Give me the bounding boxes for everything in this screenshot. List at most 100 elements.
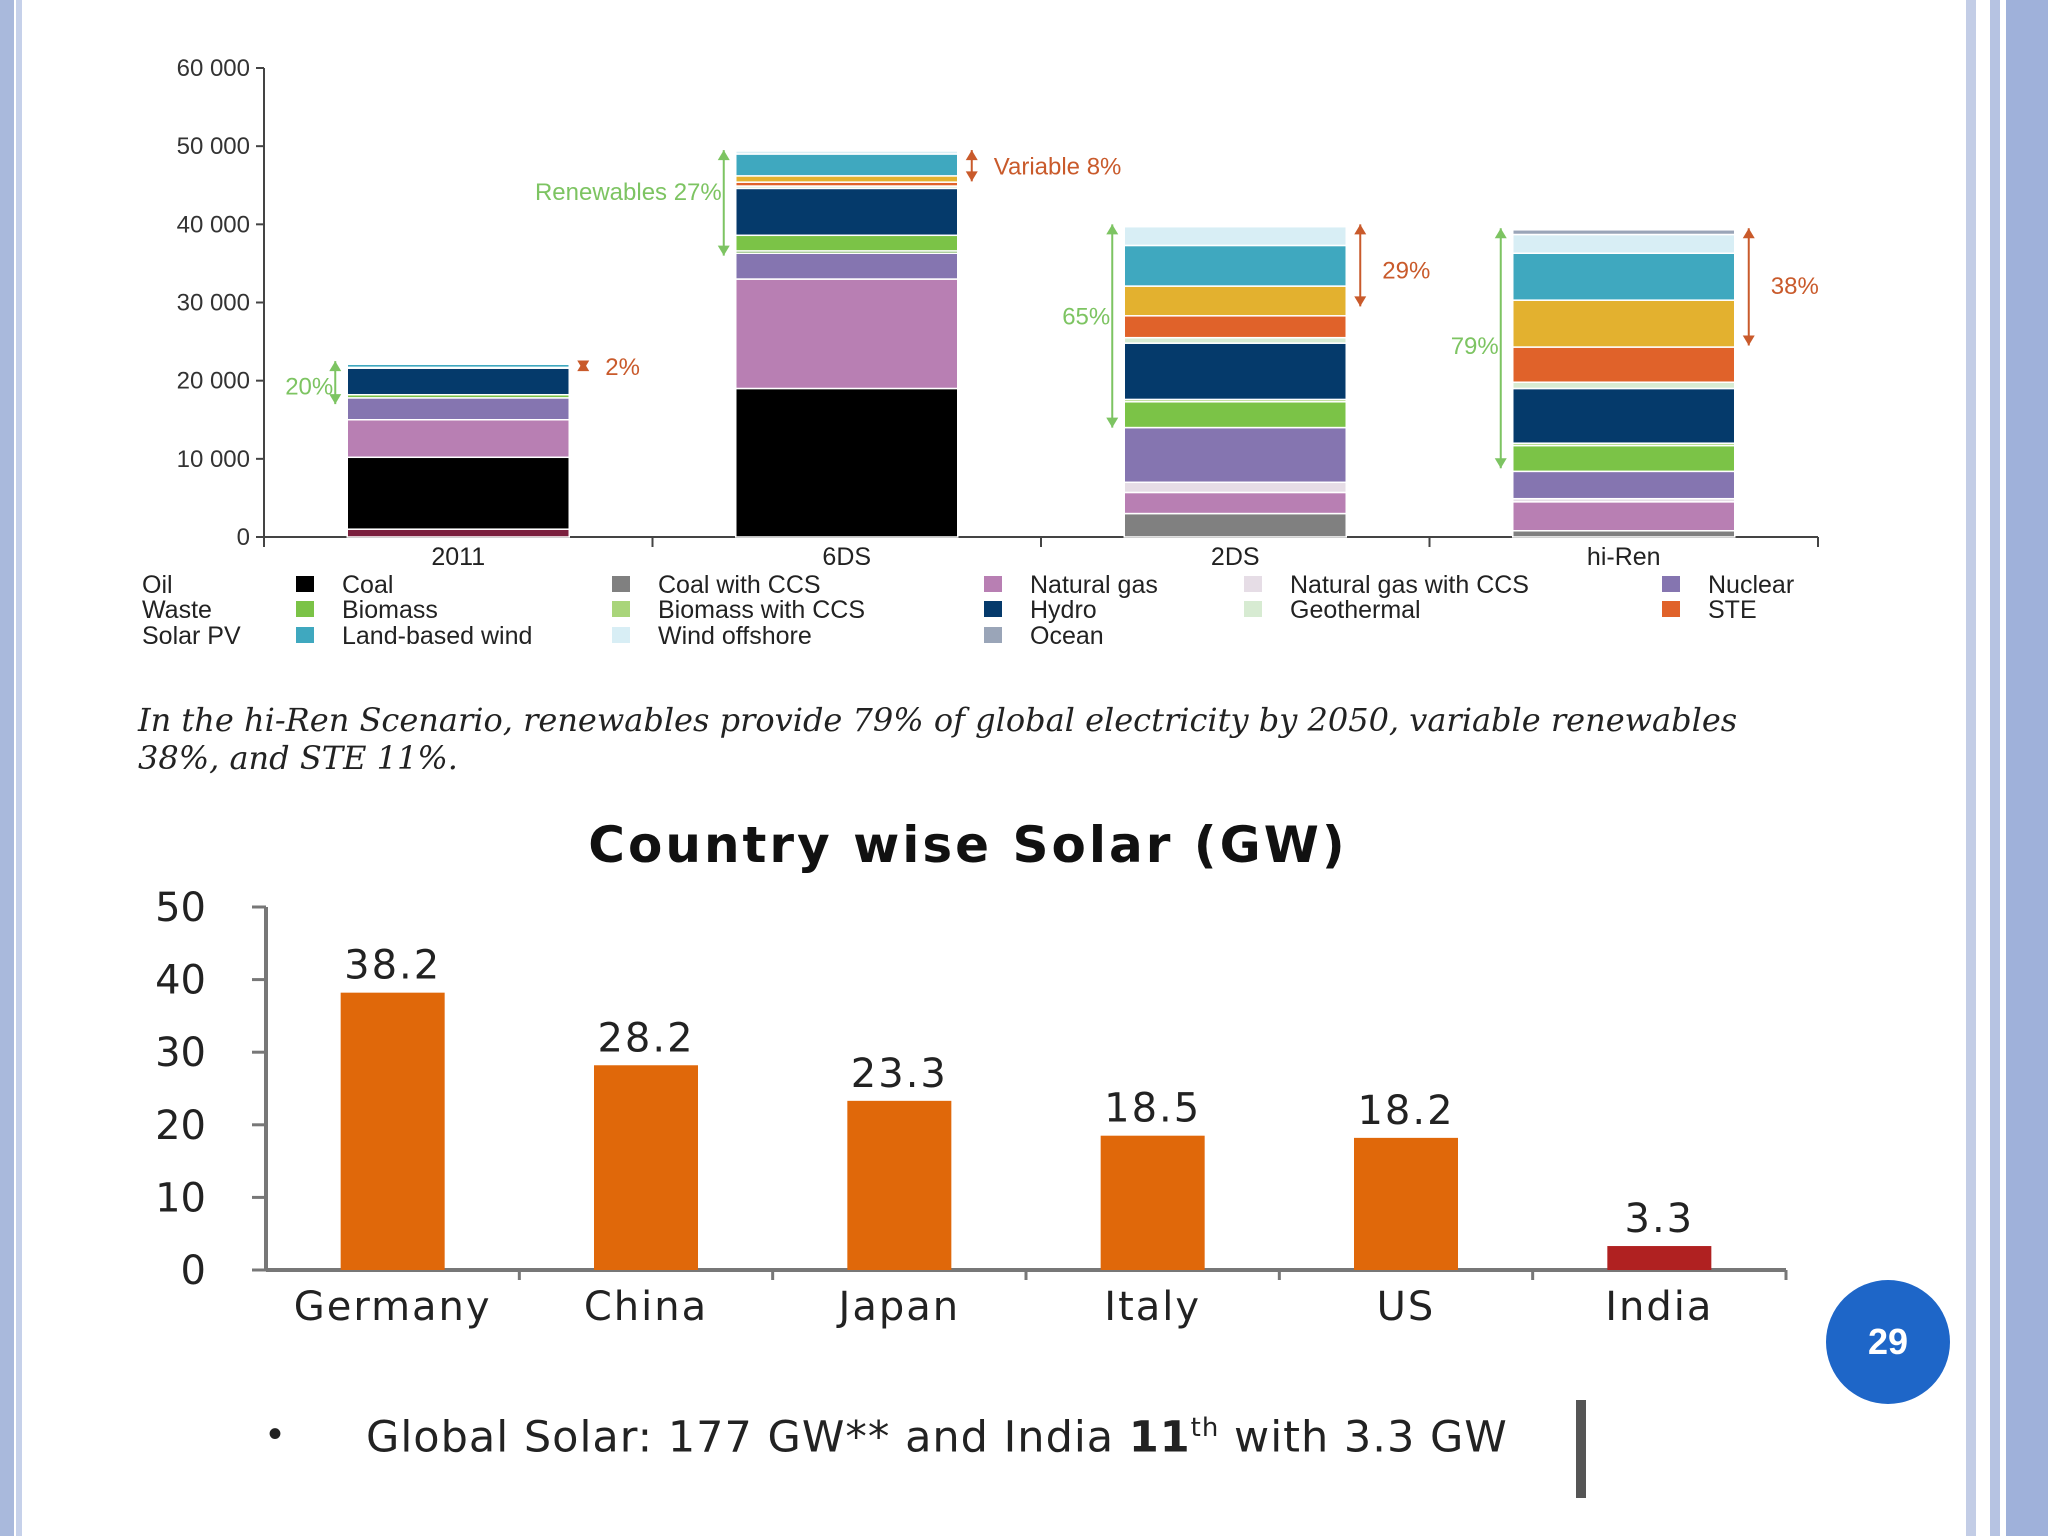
x-tick-label: China bbox=[584, 1284, 708, 1330]
x-tick-label: Germany bbox=[294, 1284, 492, 1330]
legend-swatch-wind-offshore bbox=[612, 627, 630, 643]
electricity-generation-chart: 0 10 000 20 000 30 000 40 000 50 000 60 000 201… bbox=[142, 55, 1819, 650]
bar-segment-land-based-wind bbox=[1512, 252, 1736, 301]
bar-segment-nuclear bbox=[735, 252, 959, 280]
renewables-share-arrow bbox=[1494, 228, 1507, 469]
legend-swatch-ocean bbox=[984, 627, 1002, 643]
x-tick-label: 2DS bbox=[1211, 543, 1260, 571]
bar-segment-hydro bbox=[1512, 387, 1736, 444]
renewables-share-arrow bbox=[1106, 224, 1119, 428]
renewables-share-label: 20% bbox=[285, 374, 333, 401]
legend-swatch-geothermal bbox=[1244, 601, 1262, 617]
legend-label-coal: Coal bbox=[342, 571, 393, 599]
bar-segment-nuclear bbox=[1123, 426, 1347, 484]
legend-label-biomass-with-ccs: Biomass with CCS bbox=[658, 596, 865, 624]
y-tick-label: 60 000 bbox=[177, 55, 250, 82]
legend-label-waste: Waste bbox=[142, 596, 212, 624]
bar-italy bbox=[1100, 1135, 1205, 1270]
legend-swatch-hydro bbox=[984, 601, 1002, 617]
bar-germany bbox=[340, 992, 445, 1270]
renewables-share-arrow bbox=[329, 361, 342, 405]
y-tick-label: 40 000 bbox=[177, 211, 250, 238]
bar-segment-hydro bbox=[346, 367, 570, 396]
bar-us bbox=[1354, 1137, 1458, 1270]
y-tick-label: 20 000 bbox=[177, 368, 250, 395]
variable-share-label: 2% bbox=[605, 354, 640, 381]
legend-swatch-land-based-wind bbox=[296, 627, 314, 643]
y-tick-label: 30 000 bbox=[177, 290, 250, 317]
variable-share-arrow-head-down bbox=[577, 360, 590, 371]
legend-label-nuclear: Nuclear bbox=[1708, 571, 1794, 599]
chart-title: Country wise Solar (GW) bbox=[588, 816, 1347, 874]
bar-japan bbox=[847, 1100, 952, 1270]
variable-share-arrow-head-up bbox=[1354, 224, 1367, 235]
value-label: 38.2 bbox=[344, 943, 441, 989]
bar-segment-coal bbox=[735, 387, 959, 538]
legend-label-biomass: Biomass bbox=[342, 596, 438, 624]
renewables-share-arrow-head-down bbox=[1494, 458, 1507, 469]
y-tick-label: 30 bbox=[155, 1030, 206, 1076]
variable-share-arrow bbox=[1354, 224, 1367, 307]
renewables-share-label: Renewables 27% bbox=[535, 179, 722, 206]
x-tick-label: hi-Ren bbox=[1587, 543, 1661, 571]
country-solar-chart: Country wise Solar (GW) 0 10 20 30 40 50 38.2 Ge… bbox=[155, 816, 1788, 1330]
renewables-share-arrow-head-down bbox=[329, 394, 342, 405]
value-label: 23.3 bbox=[851, 1051, 948, 1097]
bar-segment-solar-pv bbox=[1123, 285, 1347, 317]
variable-share-arrow-head-up bbox=[1742, 228, 1755, 239]
slide-frame-right bbox=[1966, 0, 2048, 1536]
renewables-share-arrow-head-up bbox=[329, 361, 342, 372]
renewables-share-arrow-head-up bbox=[717, 150, 730, 161]
x-tick-label: India bbox=[1605, 1284, 1713, 1330]
slide-frame-left bbox=[0, 0, 22, 1536]
legend-label-solar-pv: Solar PV bbox=[142, 622, 241, 650]
renewables-share-arrow-head-up bbox=[1106, 224, 1119, 235]
y-tick-label: 50 bbox=[155, 885, 206, 931]
bar-segment-ocean bbox=[1512, 229, 1736, 236]
legend-swatch-ste bbox=[1662, 601, 1680, 617]
bullet-lead: Global Solar: 177 GW** and India bbox=[366, 1412, 1129, 1463]
bar-china bbox=[594, 1065, 698, 1270]
bullet-point: • Global Solar: 177 GW** and India 11th … bbox=[268, 1404, 1570, 1461]
chart-caption: In the hi-Ren Scenario, renewables provi… bbox=[138, 701, 1738, 777]
variable-share-arrow-head-down bbox=[1742, 335, 1755, 346]
value-label: 3.3 bbox=[1625, 1196, 1695, 1242]
legend-label-wind-offshore: Wind offshore bbox=[658, 622, 812, 650]
x-tick-label: US bbox=[1377, 1284, 1436, 1330]
bar-segment-biomass bbox=[1123, 401, 1347, 429]
y-tick-label: 40 bbox=[155, 958, 206, 1004]
bar-segment-hydro bbox=[1123, 342, 1347, 401]
variable-share-arrow-head-down bbox=[1354, 296, 1367, 307]
x-tick-label: 2011 bbox=[431, 543, 485, 571]
legend-swatch-coal-with-ccs bbox=[612, 576, 630, 592]
y-tick-label: 10 000 bbox=[177, 446, 250, 473]
y-tick-label: 0 bbox=[181, 1248, 206, 1294]
variable-share-arrow bbox=[965, 150, 978, 182]
variable-share-label: 38% bbox=[1771, 273, 1819, 300]
y-tick-label: 50 000 bbox=[177, 133, 250, 160]
value-label: 18.5 bbox=[1104, 1086, 1201, 1132]
legend-swatch-biomass-with-ccs bbox=[612, 601, 630, 617]
x-tick-label: Italy bbox=[1104, 1284, 1201, 1330]
legend-swatch-coal bbox=[296, 576, 314, 592]
y-tick-label: 20 bbox=[155, 1103, 206, 1149]
legend-label-natural-gas-with-ccs: Natural gas with CCS bbox=[1290, 571, 1529, 599]
variable-share-arrow-head-down bbox=[965, 171, 978, 182]
x-tick-label: 6DS bbox=[822, 543, 871, 571]
page-number-badge: 29 bbox=[1826, 1280, 1950, 1404]
variable-share-label: 29% bbox=[1382, 257, 1430, 284]
y-tick-label: 0 bbox=[237, 524, 250, 551]
legend-label-land-based-wind: Land-based wind bbox=[342, 622, 532, 650]
legend-swatch-natural-gas bbox=[984, 576, 1002, 592]
bar-india bbox=[1607, 1246, 1712, 1270]
bar-segment-wind-offshore bbox=[1123, 225, 1347, 247]
variable-share-arrow-head-up bbox=[965, 150, 978, 161]
bullet-text: Global Solar: 177 GW** and India 11th wi… bbox=[366, 1404, 1570, 1461]
legend-label-geothermal: Geothermal bbox=[1290, 596, 1421, 624]
legend-label-natural-gas: Natural gas bbox=[1030, 571, 1158, 599]
legend-label-coal-with-ccs: Coal with CCS bbox=[658, 571, 821, 599]
bullet-rank-suffix: th bbox=[1190, 1413, 1220, 1443]
renewables-share-arrow-head-down bbox=[717, 245, 730, 256]
bar-segment-wind-offshore bbox=[346, 362, 570, 366]
legend-swatch-natural-gas-with-ccs bbox=[1244, 576, 1262, 592]
